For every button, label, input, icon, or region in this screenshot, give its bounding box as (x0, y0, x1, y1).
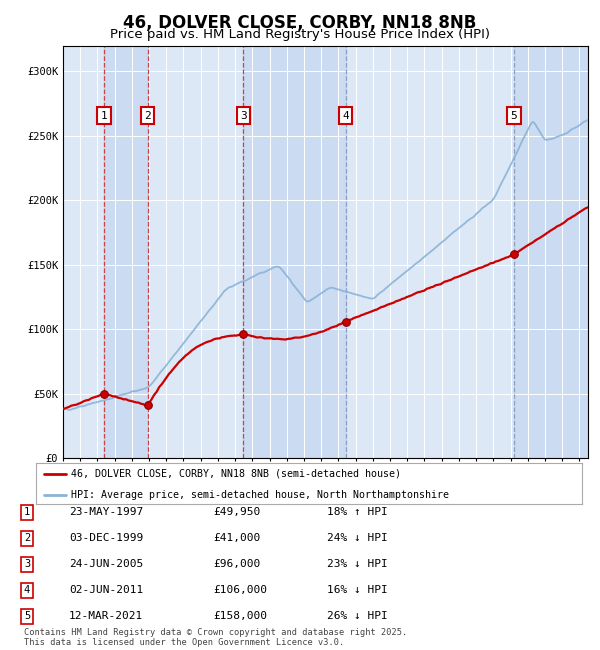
Text: 1: 1 (24, 507, 30, 517)
Text: £41,000: £41,000 (213, 533, 260, 543)
Bar (514, 46, 588, 458)
Bar (244, 46, 346, 458)
Text: 3: 3 (240, 111, 247, 121)
Text: 02-JUN-2011: 02-JUN-2011 (69, 585, 143, 595)
Text: 4: 4 (24, 585, 30, 595)
Text: 5: 5 (511, 111, 517, 121)
Text: 3: 3 (24, 559, 30, 569)
Text: 16% ↓ HPI: 16% ↓ HPI (327, 585, 388, 595)
Text: 23-MAY-1997: 23-MAY-1997 (69, 507, 143, 517)
Text: HPI: Average price, semi-detached house, North Northamptonshire: HPI: Average price, semi-detached house,… (71, 490, 449, 500)
Text: 26% ↓ HPI: 26% ↓ HPI (327, 611, 388, 621)
Text: 2: 2 (24, 533, 30, 543)
Text: £96,000: £96,000 (213, 559, 260, 569)
Text: 18% ↑ HPI: 18% ↑ HPI (327, 507, 388, 517)
Text: 24% ↓ HPI: 24% ↓ HPI (327, 533, 388, 543)
Text: 23% ↓ HPI: 23% ↓ HPI (327, 559, 388, 569)
Text: 12-MAR-2021: 12-MAR-2021 (69, 611, 143, 621)
Text: £106,000: £106,000 (213, 585, 267, 595)
Text: 5: 5 (24, 611, 30, 621)
Text: 46, DOLVER CLOSE, CORBY, NN18 8NB: 46, DOLVER CLOSE, CORBY, NN18 8NB (124, 14, 476, 32)
Text: 4: 4 (342, 111, 349, 121)
Text: 1: 1 (101, 111, 107, 121)
Text: £158,000: £158,000 (213, 611, 267, 621)
Text: 03-DEC-1999: 03-DEC-1999 (69, 533, 143, 543)
Text: 2: 2 (145, 111, 151, 121)
Text: 24-JUN-2005: 24-JUN-2005 (69, 559, 143, 569)
Text: Price paid vs. HM Land Registry's House Price Index (HPI): Price paid vs. HM Land Registry's House … (110, 28, 490, 41)
Text: Contains HM Land Registry data © Crown copyright and database right 2025.
This d: Contains HM Land Registry data © Crown c… (24, 628, 407, 647)
Text: 46, DOLVER CLOSE, CORBY, NN18 8NB (semi-detached house): 46, DOLVER CLOSE, CORBY, NN18 8NB (semi-… (71, 469, 401, 478)
Text: £49,950: £49,950 (213, 507, 260, 517)
Bar (104, 46, 148, 458)
